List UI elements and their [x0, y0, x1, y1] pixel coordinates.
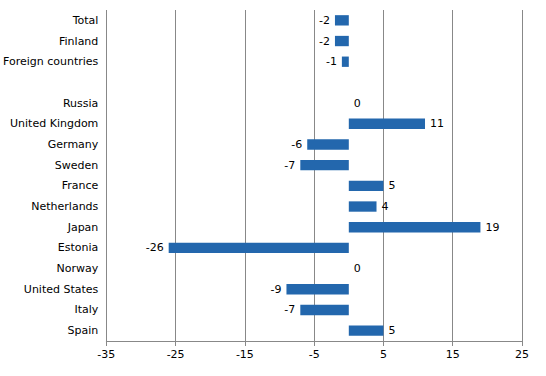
- svg-text:19: 19: [485, 221, 499, 234]
- svg-text:-35: -35: [97, 348, 115, 361]
- svg-text:0: 0: [354, 97, 361, 110]
- svg-text:Foreign countries: Foreign countries: [3, 55, 99, 68]
- svg-text:-1: -1: [326, 55, 337, 68]
- svg-text:-15: -15: [236, 348, 254, 361]
- svg-text:15: 15: [446, 348, 460, 361]
- svg-text:Russia: Russia: [63, 97, 98, 110]
- svg-text:France: France: [62, 179, 99, 192]
- svg-text:Germany: Germany: [48, 138, 99, 151]
- svg-text:-2: -2: [319, 14, 330, 27]
- svg-text:-26: -26: [146, 241, 164, 254]
- svg-text:11: 11: [430, 117, 444, 130]
- svg-text:Total: Total: [72, 14, 99, 27]
- svg-text:0: 0: [354, 262, 361, 275]
- svg-text:25: 25: [515, 348, 529, 361]
- svg-text:Spain: Spain: [68, 324, 99, 337]
- svg-text:-2: -2: [319, 35, 330, 48]
- svg-text:5: 5: [388, 179, 395, 192]
- svg-text:Italy: Italy: [74, 303, 98, 316]
- svg-text:-6: -6: [291, 138, 302, 151]
- svg-text:Estonia: Estonia: [58, 241, 99, 254]
- svg-text:-9: -9: [270, 283, 281, 296]
- svg-text:Finland: Finland: [59, 35, 98, 48]
- svg-text:5: 5: [388, 324, 395, 337]
- svg-text:-5: -5: [309, 348, 320, 361]
- svg-text:-25: -25: [167, 348, 185, 361]
- svg-text:United States: United States: [24, 283, 99, 296]
- svg-text:Japan: Japan: [67, 221, 99, 234]
- svg-text:4: 4: [382, 200, 389, 213]
- svg-text:Netherlands: Netherlands: [31, 200, 98, 213]
- svg-text:Sweden: Sweden: [55, 159, 98, 172]
- svg-text:-7: -7: [284, 159, 295, 172]
- svg-text:-7: -7: [284, 303, 295, 316]
- svg-text:Norway: Norway: [57, 262, 99, 275]
- svg-text:5: 5: [380, 348, 387, 361]
- svg-text:United Kingdom: United Kingdom: [10, 117, 98, 130]
